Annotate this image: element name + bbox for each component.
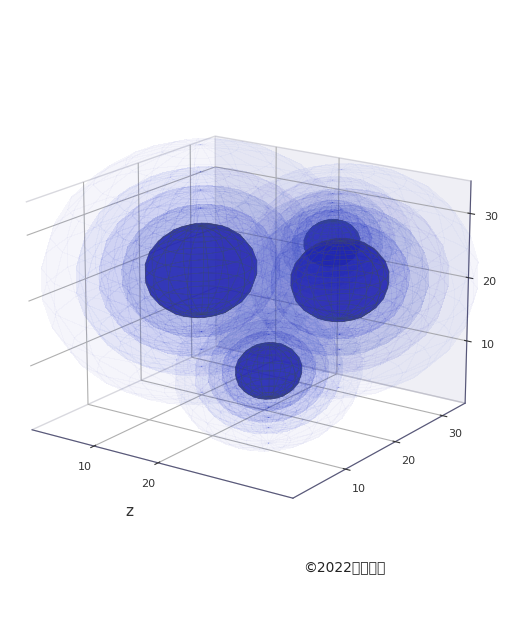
X-axis label: z: z [125, 504, 133, 519]
Text: ©2022大阪大学: ©2022大阪大学 [303, 560, 385, 574]
